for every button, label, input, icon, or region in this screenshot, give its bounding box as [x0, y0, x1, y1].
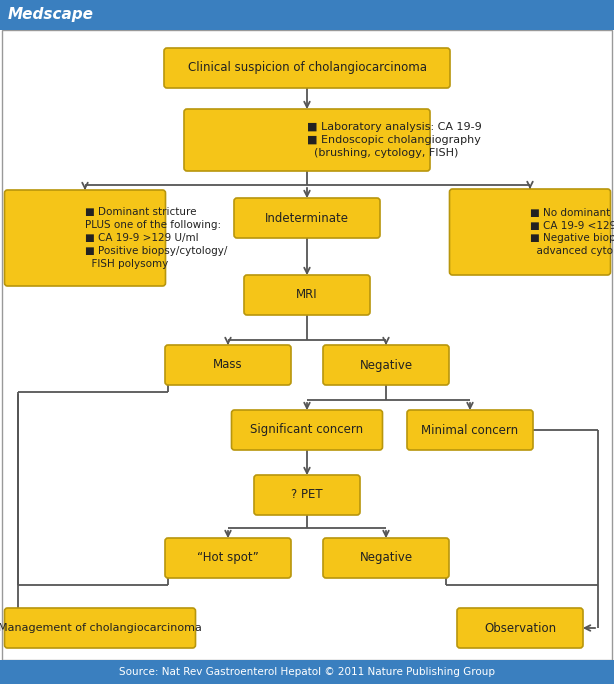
FancyBboxPatch shape — [457, 608, 583, 648]
Text: ■ No dominant stricture
■ CA 19-9 <129 U/ml
■ Negative biopsy/cytology/
  advanc: ■ No dominant stricture ■ CA 19-9 <129 U… — [530, 208, 614, 256]
FancyBboxPatch shape — [4, 608, 195, 648]
Text: Significant concern: Significant concern — [251, 423, 363, 436]
FancyBboxPatch shape — [184, 109, 430, 171]
Text: MRI: MRI — [296, 289, 318, 302]
Text: ■ Laboratory analysis: CA 19-9
■ Endoscopic cholangiography
  (brushing, cytolog: ■ Laboratory analysis: CA 19-9 ■ Endosco… — [307, 122, 482, 158]
FancyBboxPatch shape — [165, 538, 291, 578]
FancyBboxPatch shape — [244, 275, 370, 315]
Text: Source: Nat Rev Gastroenterol Hepatol © 2011 Nature Publishing Group: Source: Nat Rev Gastroenterol Hepatol © … — [119, 667, 495, 677]
Text: Medscape: Medscape — [8, 8, 94, 23]
FancyBboxPatch shape — [254, 475, 360, 515]
FancyBboxPatch shape — [407, 410, 533, 450]
Text: ? PET: ? PET — [291, 488, 323, 501]
FancyBboxPatch shape — [234, 198, 380, 238]
Bar — [0, 660, 614, 684]
FancyBboxPatch shape — [165, 345, 291, 385]
Text: Observation: Observation — [484, 622, 556, 635]
Text: “Hot spot”: “Hot spot” — [197, 551, 259, 564]
FancyBboxPatch shape — [231, 410, 383, 450]
Bar — [0, 0, 614, 30]
Text: Minimal concern: Minimal concern — [421, 423, 519, 436]
FancyBboxPatch shape — [4, 190, 166, 286]
Text: ■ Dominant stricture
PLUS one of the following:
■ CA 19-9 >129 U/ml
■ Positive b: ■ Dominant stricture PLUS one of the fol… — [85, 207, 227, 269]
Text: Negative: Negative — [359, 551, 413, 564]
FancyBboxPatch shape — [323, 538, 449, 578]
FancyBboxPatch shape — [449, 189, 610, 275]
Text: Mass: Mass — [213, 358, 243, 371]
FancyBboxPatch shape — [164, 48, 450, 88]
FancyBboxPatch shape — [323, 345, 449, 385]
Text: Clinical suspicion of cholangiocarcinoma: Clinical suspicion of cholangiocarcinoma — [187, 62, 427, 75]
Text: Indeterminate: Indeterminate — [265, 211, 349, 224]
Text: Management of cholangiocarcinoma: Management of cholangiocarcinoma — [0, 623, 202, 633]
Text: Negative: Negative — [359, 358, 413, 371]
